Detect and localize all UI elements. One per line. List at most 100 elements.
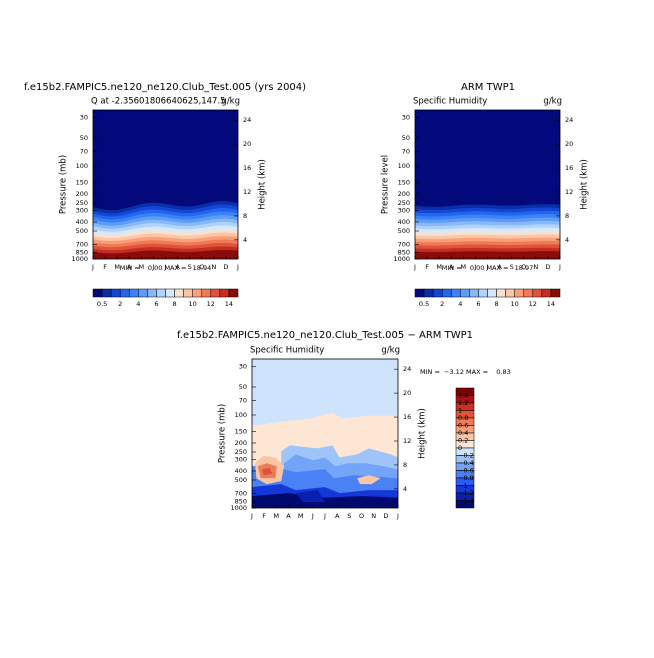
colorbar-box bbox=[451, 288, 461, 298]
y2-tick-label: 4 bbox=[565, 236, 569, 244]
y2-tick-label: 4 bbox=[243, 236, 247, 244]
y-tick-label: 70 bbox=[239, 397, 247, 405]
colorbar-box bbox=[165, 288, 175, 298]
colorbar-label: 12 bbox=[529, 300, 537, 308]
x-tick-label: M bbox=[461, 263, 467, 271]
y-tick-label: 500 bbox=[235, 476, 247, 484]
y-tick-label: 1000 bbox=[71, 255, 88, 263]
x-tick-label: F bbox=[262, 512, 266, 520]
colorbar-label: 0.4 bbox=[458, 429, 468, 437]
panel-subtitle: Q at -2.35601806640625,147.5 bbox=[91, 97, 226, 107]
x-tick-label: J bbox=[250, 512, 253, 520]
y2-tick-label: 16 bbox=[403, 413, 411, 421]
y2-tick-label: 8 bbox=[403, 461, 407, 469]
y2-tick-label: 8 bbox=[565, 212, 569, 220]
y2-axis-label: Height (km) bbox=[580, 159, 590, 210]
x-tick-label: J bbox=[236, 263, 239, 271]
x-tick-label: S bbox=[510, 263, 514, 271]
colorbar-box bbox=[469, 288, 479, 298]
colorbar-label: 1.2 bbox=[458, 399, 468, 407]
y-tick-label: 300 bbox=[398, 206, 410, 214]
contour-fill bbox=[252, 493, 398, 508]
colorbar-box bbox=[219, 288, 230, 298]
colorbar-label: 12 bbox=[207, 300, 215, 308]
y2-tick-label: 20 bbox=[565, 140, 573, 148]
y-tick-label: 50 bbox=[80, 134, 88, 142]
colorbar-box bbox=[147, 288, 157, 298]
y-tick-label: 50 bbox=[402, 134, 410, 142]
colorbar-label: −0.4 bbox=[458, 459, 474, 467]
colorbar-box bbox=[414, 288, 425, 298]
y-tick-label: 100 bbox=[76, 162, 88, 170]
colorbar-label: 0.6 bbox=[458, 422, 468, 430]
y2-tick-label: 8 bbox=[243, 212, 247, 220]
colorbar-box bbox=[496, 288, 506, 298]
colorbar-box bbox=[201, 288, 212, 298]
colorbar-box bbox=[541, 288, 552, 298]
colorbar-label: 0.5 bbox=[97, 300, 107, 308]
colorbar-box bbox=[505, 288, 515, 298]
y-tick-label: 200 bbox=[235, 439, 247, 447]
y2-tick-label: 20 bbox=[243, 140, 251, 148]
y-tick-label: 1000 bbox=[230, 504, 247, 512]
y2-tick-label: 12 bbox=[565, 188, 573, 196]
y2-axis-label: Height (km) bbox=[418, 408, 428, 459]
colorbar-box bbox=[210, 288, 221, 298]
y-tick-label: 150 bbox=[398, 178, 410, 186]
colorbar-box bbox=[432, 288, 443, 298]
y2-axis-label: Height (km) bbox=[258, 159, 268, 210]
y-tick-label: 70 bbox=[80, 148, 88, 156]
colorbar-label: −0.2 bbox=[458, 452, 474, 460]
y-tick-label: 400 bbox=[398, 218, 410, 226]
x-tick-label: J bbox=[311, 512, 314, 520]
x-tick-label: F bbox=[103, 263, 107, 271]
x-tick-label: N bbox=[211, 263, 216, 271]
x-tick-label: J bbox=[323, 512, 326, 520]
colorbar-label: −1.2 bbox=[458, 489, 474, 497]
x-tick-label: M bbox=[114, 263, 120, 271]
colorbar-label: 1 bbox=[458, 407, 462, 415]
x-tick-label: M bbox=[436, 263, 442, 271]
x-tick-label: A bbox=[449, 263, 454, 271]
colorbar-box bbox=[423, 288, 434, 298]
x-tick-label: J bbox=[413, 263, 416, 271]
y-tick-label: 500 bbox=[398, 227, 410, 235]
x-tick-label: D bbox=[223, 263, 228, 271]
colorbar-box bbox=[523, 288, 534, 298]
x-tick-label: M bbox=[298, 512, 304, 520]
colorbar-label: −0.6 bbox=[458, 467, 474, 475]
panel-subtitle: Specific Humidity bbox=[250, 346, 324, 356]
colorbar-box bbox=[156, 288, 166, 298]
x-tick-label: A bbox=[286, 512, 291, 520]
y2-tick-label: 4 bbox=[403, 485, 407, 493]
min-max: MIN = 0.00 MAX = 18.94 bbox=[120, 264, 212, 272]
colorbar-label: 4 bbox=[136, 300, 140, 308]
units: g/kg bbox=[381, 346, 400, 356]
y-tick-label: 200 bbox=[76, 190, 88, 198]
y-tick-label: 70 bbox=[402, 148, 410, 156]
y-tick-label: 1000 bbox=[393, 255, 410, 263]
y-axis-label: Pressure (mb) bbox=[59, 155, 69, 214]
colorbar-box bbox=[441, 288, 452, 298]
x-tick-label: N bbox=[533, 263, 538, 271]
units: g/kg bbox=[543, 97, 562, 107]
x-tick-label: D bbox=[545, 263, 550, 271]
panel-title: f.e15b2.FAMPIC5.ne120_ne120.Club_Test.00… bbox=[24, 82, 306, 93]
colorbar-label: 10 bbox=[189, 300, 197, 308]
colorbar-label: 4 bbox=[458, 300, 462, 308]
x-tick-label: S bbox=[188, 263, 192, 271]
y-tick-label: 850 bbox=[235, 497, 247, 505]
y2-tick-label: 20 bbox=[403, 389, 411, 397]
y-tick-label: 200 bbox=[398, 190, 410, 198]
colorbar-box bbox=[92, 288, 103, 298]
y2-tick-label: 12 bbox=[243, 188, 251, 196]
y-tick-label: 150 bbox=[76, 178, 88, 186]
y-axis-label: Pressure level bbox=[381, 155, 391, 214]
x-tick-label: J bbox=[486, 263, 489, 271]
colorbar-box bbox=[478, 288, 488, 298]
y-tick-label: 700 bbox=[235, 490, 247, 498]
colorbar-box bbox=[550, 288, 561, 298]
colorbar-label: 0.8 bbox=[458, 414, 468, 422]
colorbar-label: 2 bbox=[118, 300, 122, 308]
